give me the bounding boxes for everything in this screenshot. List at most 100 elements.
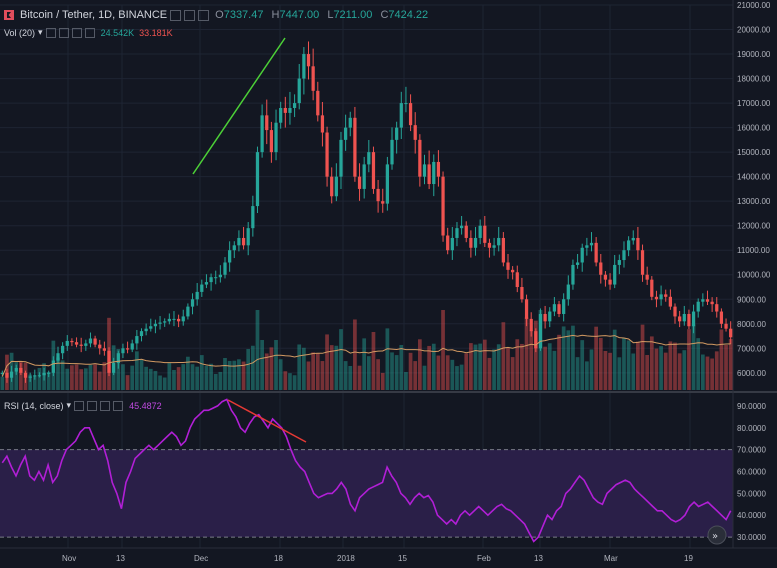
candle-body bbox=[585, 245, 589, 248]
volume-bar bbox=[125, 375, 130, 390]
candle-body bbox=[51, 360, 55, 373]
volume-bar bbox=[250, 345, 255, 390]
candle-body bbox=[571, 264, 575, 285]
candle-body bbox=[418, 139, 422, 177]
candle-body bbox=[469, 237, 473, 248]
volume-bar bbox=[218, 371, 223, 390]
candle-body bbox=[696, 301, 700, 312]
candle-body bbox=[701, 299, 705, 302]
volume-bar bbox=[46, 372, 51, 390]
candle-body bbox=[241, 237, 246, 246]
close-icon[interactable] bbox=[71, 27, 82, 38]
candle-body bbox=[214, 277, 218, 279]
chevron-down-icon[interactable]: ▾ bbox=[66, 400, 72, 410]
volume-bar bbox=[417, 339, 422, 390]
volume-label[interactable]: Vol (20) bbox=[4, 27, 36, 38]
candle-body bbox=[511, 269, 515, 273]
candle-body bbox=[102, 348, 107, 351]
time-tick-label: 19 bbox=[684, 554, 693, 563]
candle-body bbox=[274, 122, 278, 153]
chevron-down-icon[interactable]: ▾ bbox=[38, 27, 43, 37]
candle-body bbox=[125, 348, 130, 350]
candle-body bbox=[88, 338, 93, 344]
volume-bar bbox=[292, 375, 297, 390]
candle-body bbox=[640, 250, 645, 275]
candle-body bbox=[450, 237, 454, 251]
close-icon[interactable] bbox=[100, 400, 111, 411]
candle-body bbox=[320, 115, 325, 133]
candle-body bbox=[79, 344, 83, 346]
candle-body bbox=[334, 176, 338, 197]
rsi-tick-label: 90.0000 bbox=[737, 402, 766, 411]
volume-bar bbox=[204, 365, 209, 390]
volume-bar bbox=[56, 357, 60, 390]
volume-bar bbox=[241, 361, 246, 390]
candle-body bbox=[107, 350, 111, 373]
volume-bar bbox=[380, 372, 385, 390]
volume-bar bbox=[399, 345, 404, 390]
candle-body bbox=[385, 164, 390, 204]
volume-bar bbox=[65, 368, 70, 390]
volume-bar bbox=[710, 358, 714, 390]
volume-bar bbox=[158, 375, 162, 390]
price-tick-label: 13000.00 bbox=[737, 197, 771, 206]
visibility-icon[interactable] bbox=[45, 27, 56, 38]
price-tick-label: 10000.00 bbox=[737, 271, 771, 280]
volume-bar bbox=[223, 358, 227, 390]
visibility-icon[interactable] bbox=[74, 400, 85, 411]
volume-bar bbox=[83, 368, 88, 390]
rsi-tick-label: 70.0000 bbox=[737, 446, 766, 455]
volume-bar bbox=[575, 357, 580, 390]
price-tick-label: 15000.00 bbox=[737, 148, 771, 157]
time-tick-label: 13 bbox=[534, 554, 543, 563]
settings-icon[interactable] bbox=[87, 400, 98, 411]
settings-icon[interactable] bbox=[58, 27, 69, 38]
volume-bar bbox=[148, 368, 153, 390]
volume-bar bbox=[455, 366, 459, 390]
symbol-title[interactable]: Bitcoin / Tether, 1D, BINANCE bbox=[20, 9, 168, 21]
volume-bar bbox=[594, 326, 598, 390]
candle-body bbox=[436, 161, 441, 177]
candle-body bbox=[497, 237, 501, 246]
candle-body bbox=[292, 103, 297, 108]
uptrend-annotation-line bbox=[192, 37, 286, 175]
candle-body bbox=[163, 321, 167, 323]
volume-bar bbox=[390, 352, 394, 390]
candle-body bbox=[158, 322, 162, 324]
volume-bar bbox=[492, 349, 496, 390]
settings-icon[interactable] bbox=[184, 9, 196, 21]
candle-body bbox=[594, 242, 598, 263]
candle-body bbox=[297, 78, 301, 104]
volume-bar bbox=[687, 329, 691, 390]
volume-bar bbox=[668, 341, 673, 390]
candle-body bbox=[65, 340, 69, 346]
close-icon[interactable] bbox=[198, 9, 210, 21]
volume-bar bbox=[645, 355, 650, 390]
candle-body bbox=[84, 343, 88, 346]
candle-body bbox=[580, 247, 584, 263]
volume-bar bbox=[520, 343, 524, 390]
candle-body bbox=[130, 343, 134, 350]
more-icon[interactable] bbox=[84, 27, 95, 38]
candle-body bbox=[589, 242, 594, 246]
candle-body bbox=[153, 323, 158, 327]
rsi-label[interactable]: RSI (14, close) bbox=[4, 400, 64, 411]
candle-body bbox=[28, 376, 32, 378]
candle-body bbox=[139, 331, 144, 337]
candle-body bbox=[339, 139, 343, 177]
volume-bar bbox=[436, 355, 441, 390]
volume-bar bbox=[724, 345, 728, 390]
more-icon[interactable] bbox=[113, 400, 124, 411]
high-value: 7447.00 bbox=[279, 9, 320, 21]
price-tick-label: 14000.00 bbox=[737, 173, 771, 182]
candle-body bbox=[520, 287, 524, 300]
volume-bar bbox=[153, 370, 158, 390]
visibility-icon[interactable] bbox=[170, 9, 182, 21]
candle-body bbox=[362, 164, 366, 189]
candle-body bbox=[626, 240, 631, 251]
rsi-tick-label: 60.0000 bbox=[737, 468, 766, 477]
candle-body bbox=[636, 237, 640, 251]
volume-bar bbox=[371, 332, 376, 390]
candle-body bbox=[237, 237, 241, 246]
